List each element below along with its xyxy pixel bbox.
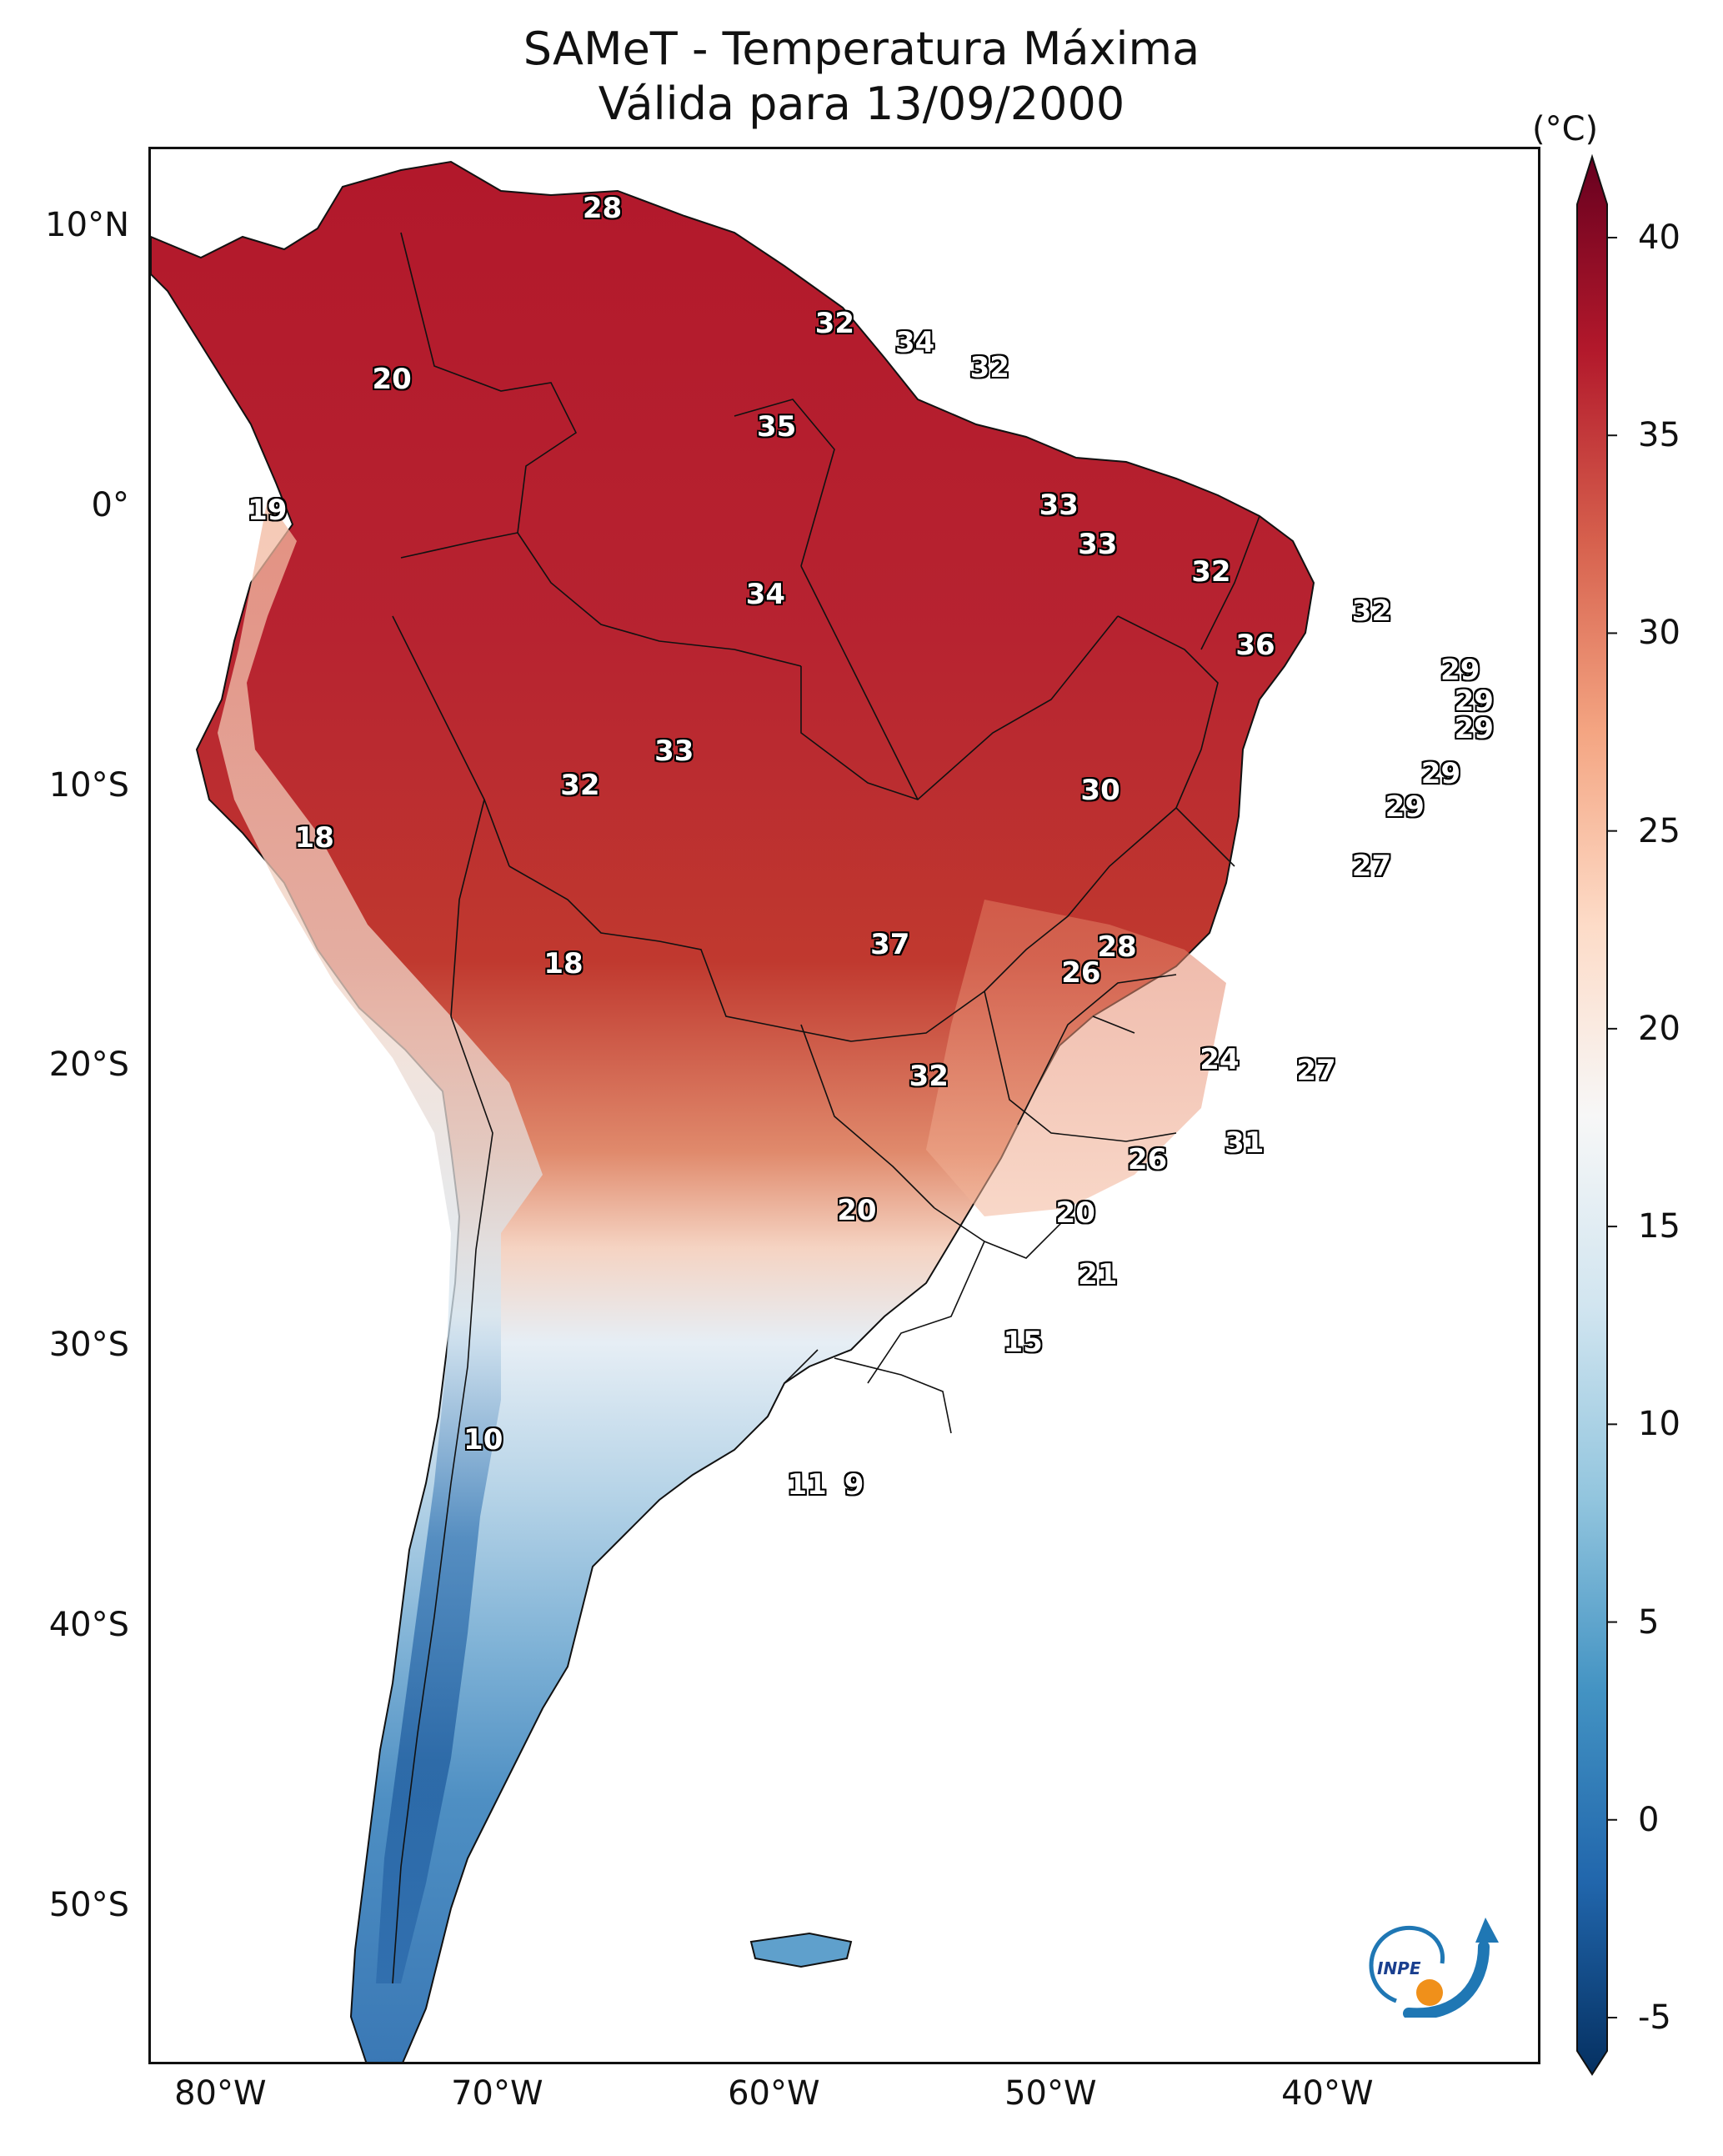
contour-label: 37 bbox=[870, 927, 910, 961]
contour-label: 33 bbox=[1039, 488, 1079, 522]
contour-label: 18 bbox=[543, 947, 584, 981]
contour-label: 10 bbox=[463, 1423, 503, 1457]
colorbar-ticks bbox=[1607, 237, 1617, 2018]
country-borders bbox=[392, 232, 1260, 1984]
colorbar-scale bbox=[1576, 153, 1608, 2076]
contour-label: 28 bbox=[582, 191, 623, 225]
colorbar-tick-label: 25 bbox=[1638, 811, 1680, 850]
contour-label: 19 bbox=[248, 494, 288, 528]
contour-label: 15 bbox=[1003, 1325, 1043, 1359]
contour-label: 26 bbox=[1061, 955, 1101, 990]
contour-label: 21 bbox=[1078, 1258, 1118, 1292]
latitude-tick-label: 0° bbox=[91, 485, 129, 524]
latitude-tick-label: 10°S bbox=[48, 765, 129, 805]
contour-label: 28 bbox=[1097, 930, 1137, 965]
contour-label: 34 bbox=[894, 326, 935, 360]
contour-label: 9 bbox=[844, 1467, 864, 1502]
contour-label: 35 bbox=[756, 409, 797, 444]
falkland-islands bbox=[749, 1932, 853, 1968]
contour-label: 29 bbox=[1454, 684, 1494, 718]
contour-label: 32 bbox=[909, 1059, 949, 1093]
contour-label: 29 bbox=[1385, 790, 1425, 825]
contour-label: 29 bbox=[1440, 653, 1480, 687]
contour-label: 20 bbox=[837, 1193, 877, 1227]
temperature-map bbox=[151, 160, 1315, 2062]
contour-label: 31 bbox=[1225, 1126, 1265, 1161]
longitude-tick-label: 40°W bbox=[1281, 2074, 1374, 2113]
contour-label: 32 bbox=[560, 768, 600, 802]
contour-label: 27 bbox=[1296, 1054, 1336, 1088]
colorbar-tick-label: 0 bbox=[1638, 1800, 1660, 1839]
contour-label: 34 bbox=[745, 578, 786, 612]
colorbar-tick-label: 20 bbox=[1638, 1009, 1680, 1048]
colorbar-tick-label: -5 bbox=[1638, 1998, 1671, 2037]
colorbar-tick-label: 40 bbox=[1638, 218, 1680, 257]
colorbar-tick-label: 5 bbox=[1638, 1602, 1660, 1642]
contour-label: 32 bbox=[814, 306, 855, 340]
longitude-tick-label: 50°W bbox=[1004, 2074, 1097, 2113]
contour-label: 20 bbox=[372, 362, 412, 396]
latitude-tick-label: 50°S bbox=[48, 1885, 129, 1924]
colorbar-tick-label: 30 bbox=[1638, 614, 1680, 653]
contour-label: 33 bbox=[654, 735, 694, 769]
contour-label: 18 bbox=[294, 821, 334, 855]
contour-label: 36 bbox=[1235, 628, 1275, 662]
latitude-tick-label: 30°S bbox=[48, 1326, 129, 1365]
map-subtitle: Válida para 13/09/2000 bbox=[598, 78, 1125, 130]
andes-cold-band bbox=[218, 499, 543, 1983]
contour-label: 32 bbox=[1351, 594, 1392, 629]
contour-label: 11 bbox=[787, 1467, 827, 1502]
colorbar-tick-label: 15 bbox=[1638, 1207, 1680, 1246]
colorbar-tick-label: 35 bbox=[1638, 416, 1680, 455]
contour-label: 29 bbox=[1454, 712, 1494, 746]
contour-label: 20 bbox=[1055, 1196, 1095, 1231]
latitude-tick-label: 10°N bbox=[45, 206, 129, 244]
map-title: SAMeT - Temperatura Máxima bbox=[523, 23, 1200, 75]
colorbar-tick-label: 10 bbox=[1638, 1405, 1680, 1444]
contour-label: 27 bbox=[1351, 849, 1392, 883]
inpe-logo-mark: INPE bbox=[1369, 1918, 1499, 2020]
contour-label: 32 bbox=[1191, 555, 1231, 589]
longitude-tick-label: 70°W bbox=[451, 2074, 543, 2113]
contour-label: 29 bbox=[1420, 757, 1461, 791]
contour-label: 26 bbox=[1127, 1143, 1168, 1177]
map-area bbox=[148, 147, 1540, 2064]
inpe-logo: INPE bbox=[1359, 1909, 1509, 2020]
longitude-tick-label: 80°W bbox=[174, 2074, 267, 2113]
contour-label: 33 bbox=[1078, 527, 1118, 561]
inpe-logo-text: INPE bbox=[1377, 1958, 1421, 1978]
longitude-tick-label: 60°W bbox=[728, 2074, 820, 2113]
latitude-tick-label: 40°S bbox=[48, 1605, 129, 1644]
contour-label: 30 bbox=[1080, 774, 1120, 808]
contour-label: 32 bbox=[969, 351, 1009, 385]
contour-label: 24 bbox=[1200, 1042, 1240, 1076]
colorbar-unit: (°C) bbox=[1532, 110, 1599, 148]
latitude-tick-label: 20°S bbox=[48, 1045, 129, 1085]
